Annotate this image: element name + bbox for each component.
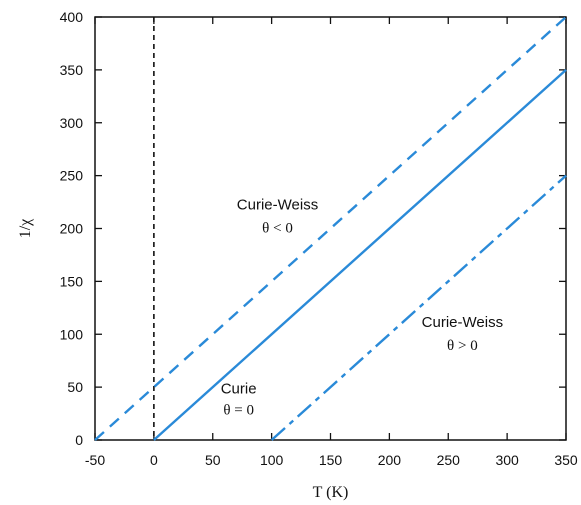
x-tick-label: 300 xyxy=(495,452,519,468)
x-tick-label: 0 xyxy=(150,452,158,468)
y-axis-label: 1/χ xyxy=(17,218,34,238)
y-tick-label: 400 xyxy=(60,9,84,25)
plot-frame xyxy=(94,16,567,441)
x-axis-label: T (K) xyxy=(313,484,349,501)
y-tick-label: 0 xyxy=(75,432,83,448)
series-group xyxy=(94,16,567,441)
y-tick-label: 100 xyxy=(60,326,84,342)
series-line-solid xyxy=(153,68,567,441)
annotation-curie-name: Curie xyxy=(221,380,257,397)
x-tick-label: 250 xyxy=(437,452,461,468)
annotation-cw-neg-name: Curie-Weiss xyxy=(237,196,318,213)
x-tick-label: 50 xyxy=(205,452,221,468)
y-tick-label: 300 xyxy=(60,115,84,131)
y-tick-label: 150 xyxy=(60,273,84,289)
x-tick-label: 350 xyxy=(554,452,578,468)
y-tick-label: 250 xyxy=(60,168,84,184)
x-tick-label: 150 xyxy=(319,452,343,468)
tick-marks xyxy=(94,16,567,441)
series-line-dashed xyxy=(94,16,567,441)
y-tick-label: 200 xyxy=(60,221,84,237)
y-tick-label: 350 xyxy=(60,62,84,78)
series-line-dashdot xyxy=(270,174,567,441)
x-tick-label: 200 xyxy=(378,452,402,468)
y-tick-label: 50 xyxy=(67,379,83,395)
annotation-cw-pos-name: Curie-Weiss xyxy=(422,314,503,331)
annotation-cw-pos-cond: θ > 0 xyxy=(447,338,478,354)
annotation-curie-cond: θ = 0 xyxy=(223,403,254,419)
x-tick-label: -50 xyxy=(85,452,105,468)
y-tick-labels: 0 50 100 150 200 250 300 350 400 xyxy=(60,9,84,448)
x-tick-label: 100 xyxy=(260,452,284,468)
annotations: Curie-Weiss θ < 0 Curie θ = 0 Curie-Weiss θ >… xyxy=(221,196,503,418)
annotation-cw-neg-cond: θ < 0 xyxy=(262,221,293,237)
x-tick-labels: -50 0 50 100 150 200 250 300 350 xyxy=(85,452,578,468)
